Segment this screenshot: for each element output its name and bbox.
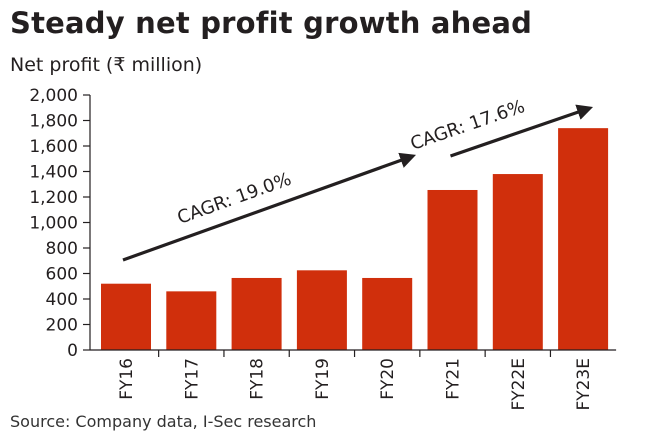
chart-subtitle: Net profit (₹ million) — [10, 54, 203, 76]
x-tick-label: FY21 — [444, 358, 464, 400]
y-tick-label: 800 — [46, 239, 78, 259]
cagr-label: CAGR: 17.6% — [408, 96, 528, 155]
bar — [427, 189, 478, 350]
x-tick-label: FY16 — [117, 358, 137, 400]
y-tick-label: 400 — [46, 290, 78, 310]
bar — [231, 277, 282, 350]
bar — [166, 291, 217, 350]
y-axis: 0 200 400 600 800 1,000 1,200 1,400 1,600 1,800 2,… — [29, 86, 91, 361]
x-tick-label: FY17 — [182, 358, 202, 400]
x-tick-label: FY20 — [378, 358, 398, 400]
y-tick-label: 1,800 — [29, 112, 78, 132]
y-tick-label: 1,000 — [29, 214, 78, 234]
bar — [296, 270, 347, 350]
bar — [101, 283, 151, 350]
y-tick-label: 200 — [46, 316, 78, 336]
x-tick-label: FY19 — [313, 358, 333, 400]
chart-title: Steady net profit growth ahead — [10, 6, 533, 40]
y-tick-label: 600 — [46, 265, 78, 285]
y-tick-label: 2,000 — [29, 86, 78, 106]
bar — [558, 128, 609, 350]
bar — [362, 277, 413, 350]
y-tick-label: 1,600 — [29, 137, 78, 157]
bars — [101, 128, 609, 350]
x-tick-label: FY22E — [509, 358, 529, 411]
cagr-arrow — [449, 104, 594, 158]
bar — [492, 174, 543, 350]
x-axis: FY16 FY17 FY18 FY19 FY20 FY21 FY22E FY23E — [90, 349, 617, 411]
y-tick-label: 1,200 — [29, 188, 78, 208]
x-tick-label: FY18 — [248, 358, 268, 400]
x-tick-label: FY23E — [574, 358, 594, 411]
source-note: Source: Company data, I-Sec research — [10, 412, 317, 431]
y-tick-label: 0 — [67, 341, 78, 361]
y-tick-label: 1,400 — [29, 163, 78, 183]
cagr-arrow — [122, 152, 417, 262]
